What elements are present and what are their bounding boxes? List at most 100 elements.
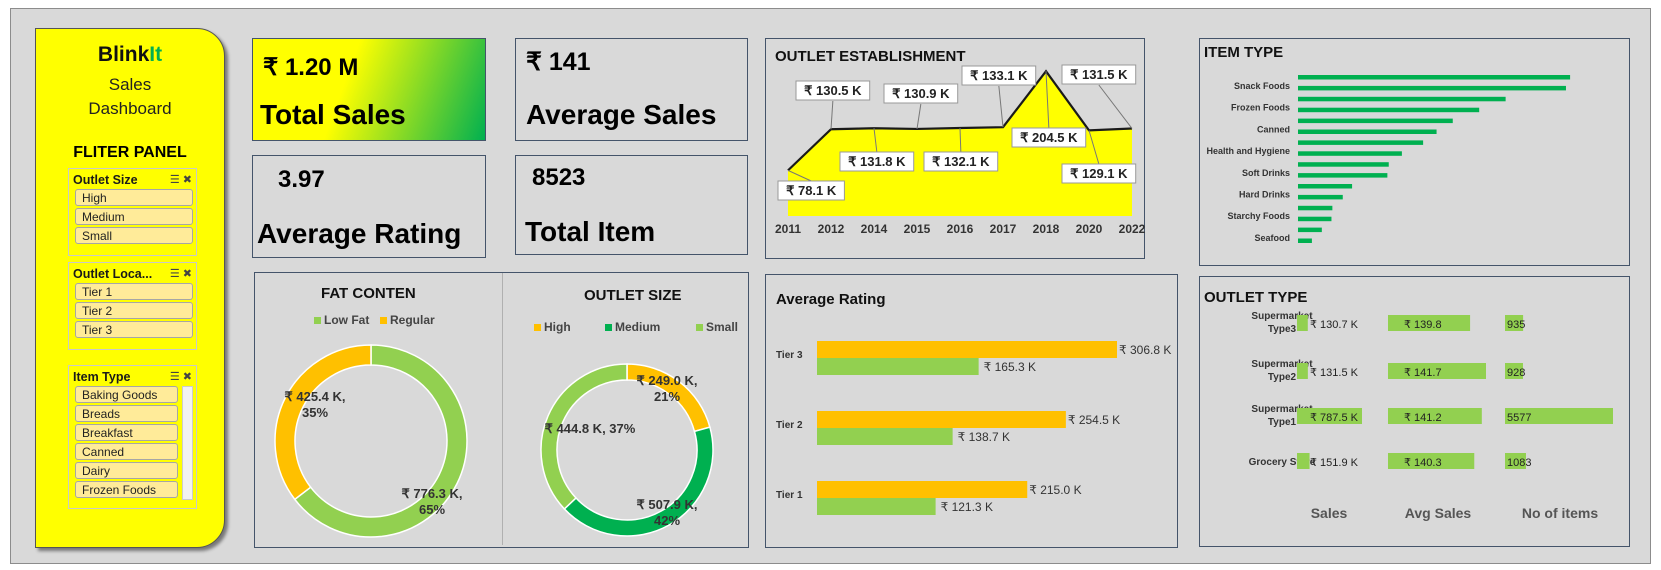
bar	[817, 341, 1117, 358]
bar	[1298, 140, 1424, 145]
data-label: ₹ 130.5 K	[804, 83, 862, 98]
data-label-box	[1061, 64, 1137, 85]
slicer-item-breads[interactable]: Breads	[75, 405, 178, 422]
x-tick-label: 2017	[990, 222, 1017, 236]
bar	[1298, 184, 1353, 189]
bar	[1298, 107, 1480, 113]
leader-line	[1088, 130, 1100, 165]
data-label: 935	[1507, 319, 1525, 331]
slicer-title: Outlet Loca...	[73, 267, 153, 281]
data-label: ₹ 140.3	[1404, 457, 1442, 469]
data-label: ₹ 249.0 K,	[636, 373, 697, 388]
data-label-box	[923, 151, 999, 172]
donut-charts-card: FAT CONTEN OUTLET SIZE Low Fat Regular Hig…	[254, 272, 749, 548]
leader-line	[916, 103, 922, 130]
kpi-value: ₹ 1.20 M	[263, 54, 359, 81]
data-label: ₹ 78.1 K	[786, 183, 837, 198]
slicer-item-tier-2[interactable]: Tier 2	[75, 302, 193, 319]
chart-title: Average Rating	[776, 291, 886, 308]
data-label-box	[777, 180, 845, 201]
data-label: ₹ 130.9 K	[892, 86, 950, 101]
multi-select-icon[interactable]: ☰	[169, 268, 180, 280]
data-label: ₹ 141.7	[1404, 367, 1442, 379]
leader-line	[998, 85, 1004, 128]
bar	[817, 358, 979, 375]
column-header: Sales	[1311, 505, 1348, 521]
slicer-item-high[interactable]: High	[75, 189, 193, 206]
bar	[817, 428, 953, 445]
slicer-item-dairy[interactable]: Dairy	[75, 462, 178, 479]
data-label: 928	[1507, 367, 1525, 379]
bar	[1298, 96, 1506, 102]
legend-swatch	[605, 324, 612, 331]
legend-swatch	[696, 324, 703, 331]
y-tick-label: Canned	[1257, 124, 1290, 134]
brand-subtitle-sales: Sales	[108, 75, 152, 94]
multi-select-icon[interactable]: ☰	[169, 174, 180, 186]
x-tick-label: 2018	[1033, 222, 1060, 236]
bar	[817, 481, 1028, 498]
outlet-type-table: Supermarket Type3 ₹ 130.7 K ₹ 139.8 935 Super…	[1249, 311, 1613, 521]
column-header: Avg Sales	[1405, 505, 1472, 521]
donut-charts: Low Fat Regular High Medium Small ₹ 776.3 K,6…	[274, 313, 738, 538]
brand-subtitle-dashboard: Dashboard	[88, 99, 172, 118]
legend-label: Regular	[390, 313, 435, 327]
kpi-value: 8523	[532, 164, 586, 191]
donut-slice	[293, 344, 468, 538]
legend-swatch	[314, 317, 321, 324]
column-header: No of items	[1522, 505, 1598, 521]
area-outline	[787, 69, 1133, 172]
data-label: ₹ 787.5 K	[1310, 412, 1359, 424]
clear-filter-icon[interactable]: ✖	[182, 371, 192, 383]
row-label: Supermarket	[1251, 359, 1313, 370]
x-tick-label: 2011	[775, 222, 801, 236]
legend-label: Low Fat	[324, 313, 369, 327]
kpi-label: Total Item	[525, 216, 656, 247]
slicer-title: Outlet Size	[73, 173, 138, 187]
slicer-scrollbar[interactable]	[182, 386, 193, 500]
data-label: ₹ 132.1 K	[932, 154, 990, 169]
data-label: 35%	[302, 405, 328, 420]
bar	[1298, 75, 1571, 80]
data-label-box	[961, 65, 1037, 86]
clear-filter-icon[interactable]: ✖	[182, 268, 192, 280]
y-tick-label: Health and Hygiene	[1206, 146, 1290, 156]
outlet-establishment-card: OUTLET ESTABLISHMENT 2011 2012 2014 2015 201…	[765, 38, 1146, 259]
slicer-item-small[interactable]: Small	[75, 227, 193, 244]
slicer-item-canned[interactable]: Canned	[75, 443, 178, 460]
data-label-box	[1011, 127, 1087, 148]
bar	[1297, 315, 1308, 331]
slicer-item-breakfast[interactable]: Breakfast	[75, 424, 178, 441]
data-label: ₹ 165.3 K	[984, 360, 1036, 374]
y-tick-label: Seafood	[1254, 233, 1290, 243]
slicer-item-frozen-foods[interactable]: Frozen Foods	[75, 481, 178, 498]
filter-sidebar: BlinkIt Sales Dashboard FLITER PANEL Out…	[35, 28, 225, 548]
bar	[1388, 363, 1486, 379]
kpi-label: Average Sales	[526, 99, 717, 130]
bar	[1298, 118, 1453, 124]
y-tick-label: Hard Drinks	[1239, 190, 1290, 200]
x-tick-label: 2016	[947, 222, 974, 236]
slicer-item-baking-goods[interactable]: Baking Goods	[75, 386, 178, 403]
kpi-label: Average Rating	[257, 218, 462, 249]
bar	[817, 498, 936, 515]
data-label-box	[839, 151, 915, 172]
x-tick-label: 2014	[861, 222, 888, 236]
data-label: 21%	[654, 389, 680, 404]
slicer-item-tier-1[interactable]: Tier 1	[75, 283, 193, 300]
clear-filter-icon[interactable]: ✖	[182, 174, 192, 186]
multi-select-icon[interactable]: ☰	[169, 371, 180, 383]
y-tick-label: Frozen Foods	[1231, 103, 1290, 113]
kpi-total-sales: ₹ 1.20 M Total Sales	[252, 38, 486, 141]
data-label: ₹ 138.7 K	[958, 430, 1010, 444]
data-label: ₹ 131.5 K	[1070, 67, 1128, 82]
data-label-box	[795, 80, 871, 101]
kpi-average-rating: 3.97 Average Rating	[252, 155, 486, 258]
data-label: ₹ 129.1 K	[1070, 166, 1128, 181]
x-tick-label: 2020	[1076, 222, 1103, 236]
slicer-item-medium[interactable]: Medium	[75, 208, 193, 225]
legend-label: Small	[706, 320, 738, 334]
leader-line	[787, 169, 812, 182]
bar	[1298, 216, 1332, 222]
slicer-item-tier-3[interactable]: Tier 3	[75, 321, 193, 338]
